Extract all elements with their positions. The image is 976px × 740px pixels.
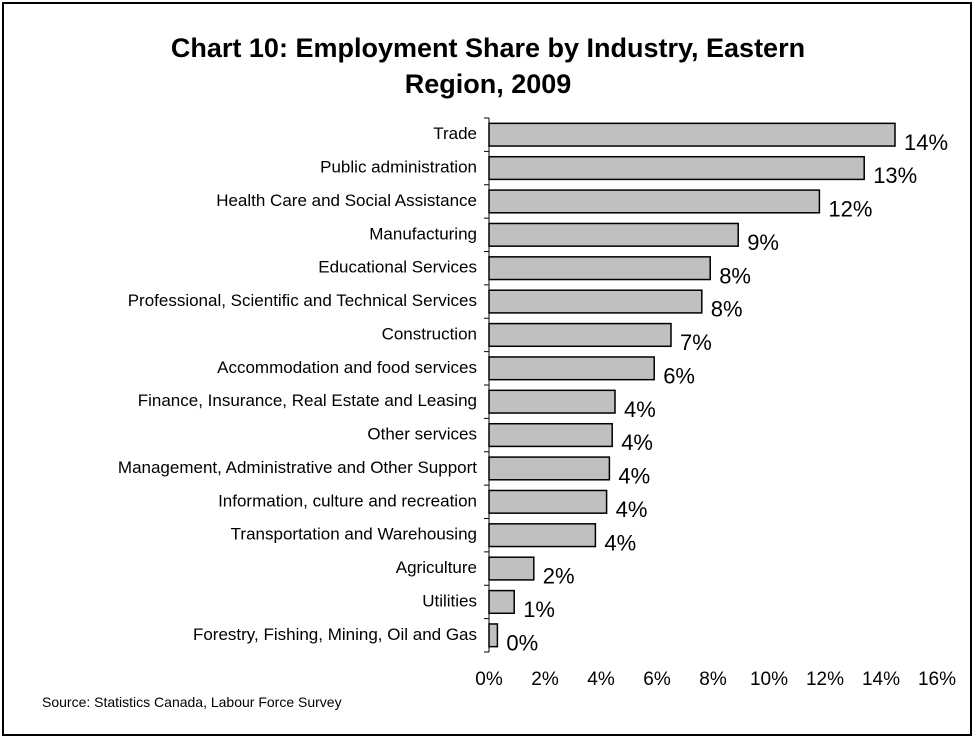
category-label: Professional, Scientific and Technical S… bbox=[128, 291, 477, 310]
category-label: Utilities bbox=[422, 591, 477, 610]
category-label: Public administration bbox=[320, 158, 477, 177]
data-label: 4% bbox=[621, 430, 653, 455]
category-label: Management, Administrative and Other Sup… bbox=[118, 458, 477, 477]
bar bbox=[488, 289, 703, 314]
bar bbox=[488, 456, 611, 481]
data-label: 4% bbox=[624, 397, 656, 422]
bar bbox=[488, 489, 608, 514]
x-tick-label: 14% bbox=[862, 669, 900, 690]
chart-title: Chart 10: Employment Share by Industry, … bbox=[0, 30, 976, 102]
category-label: Construction bbox=[382, 324, 477, 343]
bar bbox=[488, 389, 616, 414]
bar bbox=[488, 623, 499, 648]
bar bbox=[488, 155, 865, 181]
category-label: Agriculture bbox=[396, 558, 477, 577]
data-label: 6% bbox=[663, 363, 695, 388]
data-label: 13% bbox=[873, 163, 917, 188]
category-label: Accommodation and food services bbox=[217, 358, 477, 377]
x-tick-label: 6% bbox=[643, 669, 671, 690]
x-tick-label: 2% bbox=[531, 669, 559, 690]
category-label: Educational Services bbox=[318, 258, 477, 277]
data-label: 8% bbox=[719, 263, 751, 288]
bar bbox=[488, 256, 711, 281]
bar bbox=[488, 322, 672, 348]
data-label: 0% bbox=[506, 630, 538, 655]
x-tick-label: 4% bbox=[587, 669, 615, 690]
x-tick-label: 10% bbox=[750, 669, 788, 690]
category-label: Other services bbox=[367, 425, 477, 444]
x-tick-label: 12% bbox=[806, 669, 844, 690]
category-label: Trade bbox=[433, 124, 477, 143]
bar bbox=[488, 589, 515, 615]
data-label: 4% bbox=[604, 530, 636, 555]
category-label: Information, culture and recreation bbox=[218, 491, 477, 510]
x-tick-label: 8% bbox=[699, 669, 727, 690]
data-label: 12% bbox=[828, 197, 872, 222]
category-label: Finance, Insurance, Real Estate and Leas… bbox=[138, 391, 477, 410]
data-label: 1% bbox=[523, 597, 555, 622]
category-label: Manufacturing bbox=[369, 224, 477, 243]
data-label: 4% bbox=[618, 464, 650, 489]
bar bbox=[488, 122, 896, 147]
data-label: 7% bbox=[680, 330, 712, 355]
data-label: 14% bbox=[904, 130, 948, 155]
bar bbox=[488, 523, 597, 548]
category-label: Forestry, Fishing, Mining, Oil and Gas bbox=[193, 625, 477, 644]
x-tick-label: 16% bbox=[918, 669, 956, 690]
data-label: 9% bbox=[747, 230, 779, 255]
data-label: 4% bbox=[616, 497, 648, 522]
chart-title-line-1: Chart 10: Employment Share by Industry, … bbox=[170, 33, 806, 63]
x-tick-label: 0% bbox=[475, 669, 503, 690]
chart-title-line-2: Region, 2009 bbox=[404, 69, 572, 99]
bar bbox=[488, 189, 821, 214]
category-label: Health Care and Social Assistance bbox=[216, 191, 477, 210]
bar bbox=[488, 556, 535, 581]
source-note: Source: Statistics Canada, Labour Force … bbox=[42, 694, 342, 710]
category-label: Transportation and Warehousing bbox=[231, 525, 477, 544]
bar bbox=[488, 356, 655, 381]
bar bbox=[488, 422, 613, 448]
data-label: 8% bbox=[711, 297, 743, 322]
data-label: 2% bbox=[543, 564, 575, 589]
bar bbox=[488, 222, 739, 247]
